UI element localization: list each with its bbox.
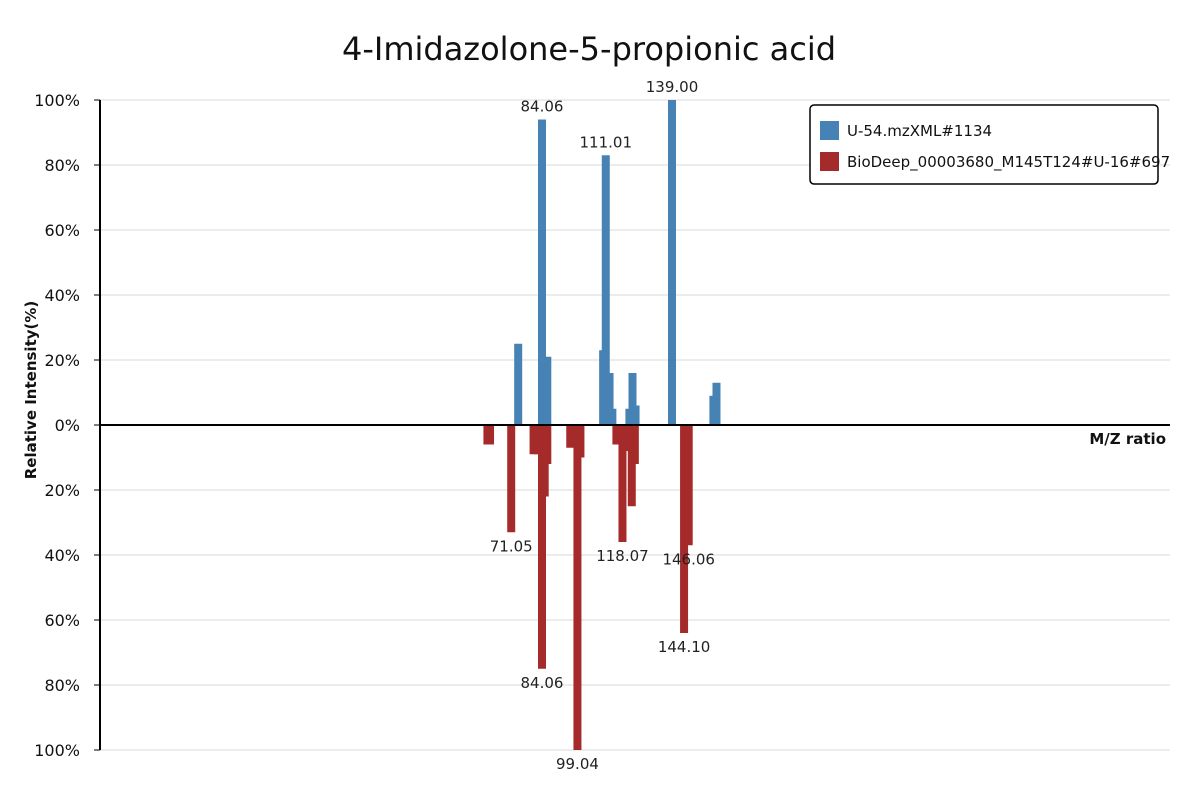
legend-swatch <box>820 152 839 171</box>
query-spectrum-bar <box>631 405 640 425</box>
query-spectrum-bar <box>514 343 523 425</box>
axes: 100% 80% 60% 40% 20% 0% 20% 40% 60% 80% 100% <box>34 91 1170 760</box>
y-tick-label: 80% <box>44 156 80 175</box>
reference-spectrum-bar <box>576 425 585 458</box>
legend-swatch <box>820 121 839 140</box>
query-spectrum-bar <box>538 119 546 425</box>
query-spectrum-bar <box>628 373 637 425</box>
y-tick-label: 40% <box>44 546 80 565</box>
reference-spectrum-bar <box>612 425 621 445</box>
query-spectrum-bar <box>712 382 721 425</box>
y-tick-label: 40% <box>44 286 80 305</box>
y-tick-label: 0% <box>55 416 80 435</box>
legend-label: U-54.mzXML#1134 <box>847 122 992 140</box>
y-axis-label: Relative Intensity(%) <box>22 301 40 480</box>
x-axis-label: M/Z ratio <box>1089 430 1166 448</box>
peak-label: 111.01 <box>580 133 633 151</box>
reference-spectrum-bar <box>684 425 693 546</box>
y-tick-label: 20% <box>44 351 80 370</box>
query-spectrum-bar <box>605 373 614 425</box>
reference-spectrum-bar <box>566 425 575 448</box>
y-tick-label: 80% <box>44 676 80 695</box>
query-spectrum-bar <box>608 408 617 425</box>
reference-spectrum-bar <box>486 425 495 445</box>
peak-label: 118.07 <box>596 547 649 565</box>
reference-spectrum-bar <box>573 425 582 750</box>
y-tick-label: 60% <box>44 221 80 240</box>
peak-label: 139.00 <box>646 78 699 96</box>
peak-label: 84.06 <box>521 98 564 116</box>
reference-spectrum-bar <box>543 425 552 464</box>
reference-spectrum-bar <box>533 425 542 455</box>
chart-title: 4-Imidazolone-5-propionic acid <box>342 30 836 68</box>
peak-labels: 84.06 111.01 139.00 71.05 84.06 99.04 118.07 14… <box>490 78 715 773</box>
peak-label: 71.05 <box>490 537 533 555</box>
peak-label: 99.04 <box>556 755 599 773</box>
y-tick-label: 60% <box>44 611 80 630</box>
query-spectrum-bar <box>543 356 552 425</box>
reference-spectrum-bar <box>630 425 639 464</box>
peak-label: 146.06 <box>662 550 715 568</box>
y-tick-label: 20% <box>44 481 80 500</box>
legend: U-54.mzXML#1134 BioDeep_00003680_M145T124… <box>809 104 1170 185</box>
peak-label: 144.10 <box>658 638 711 656</box>
reference-spectrum-bar <box>623 425 632 451</box>
reference-spectrum-bar <box>680 425 689 633</box>
y-tick-label: 100% <box>34 91 80 110</box>
y-tick-label: 100% <box>34 741 80 760</box>
peak-label: 84.06 <box>521 674 564 692</box>
reference-spectrum-bar <box>529 425 538 455</box>
reference-spectrum-bar <box>538 425 546 669</box>
legend-label: BioDeep_00003680_M145T124#U-16#697 <box>847 153 1170 172</box>
reference-spectrum-bar <box>627 425 636 507</box>
legend-box <box>809 104 1159 185</box>
query-spectrum-bar <box>601 155 610 425</box>
spectrum-bars <box>483 100 721 750</box>
reference-spectrum-bar <box>507 425 516 533</box>
reference-spectrum-bar <box>618 425 627 542</box>
query-spectrum-bar <box>668 100 676 425</box>
